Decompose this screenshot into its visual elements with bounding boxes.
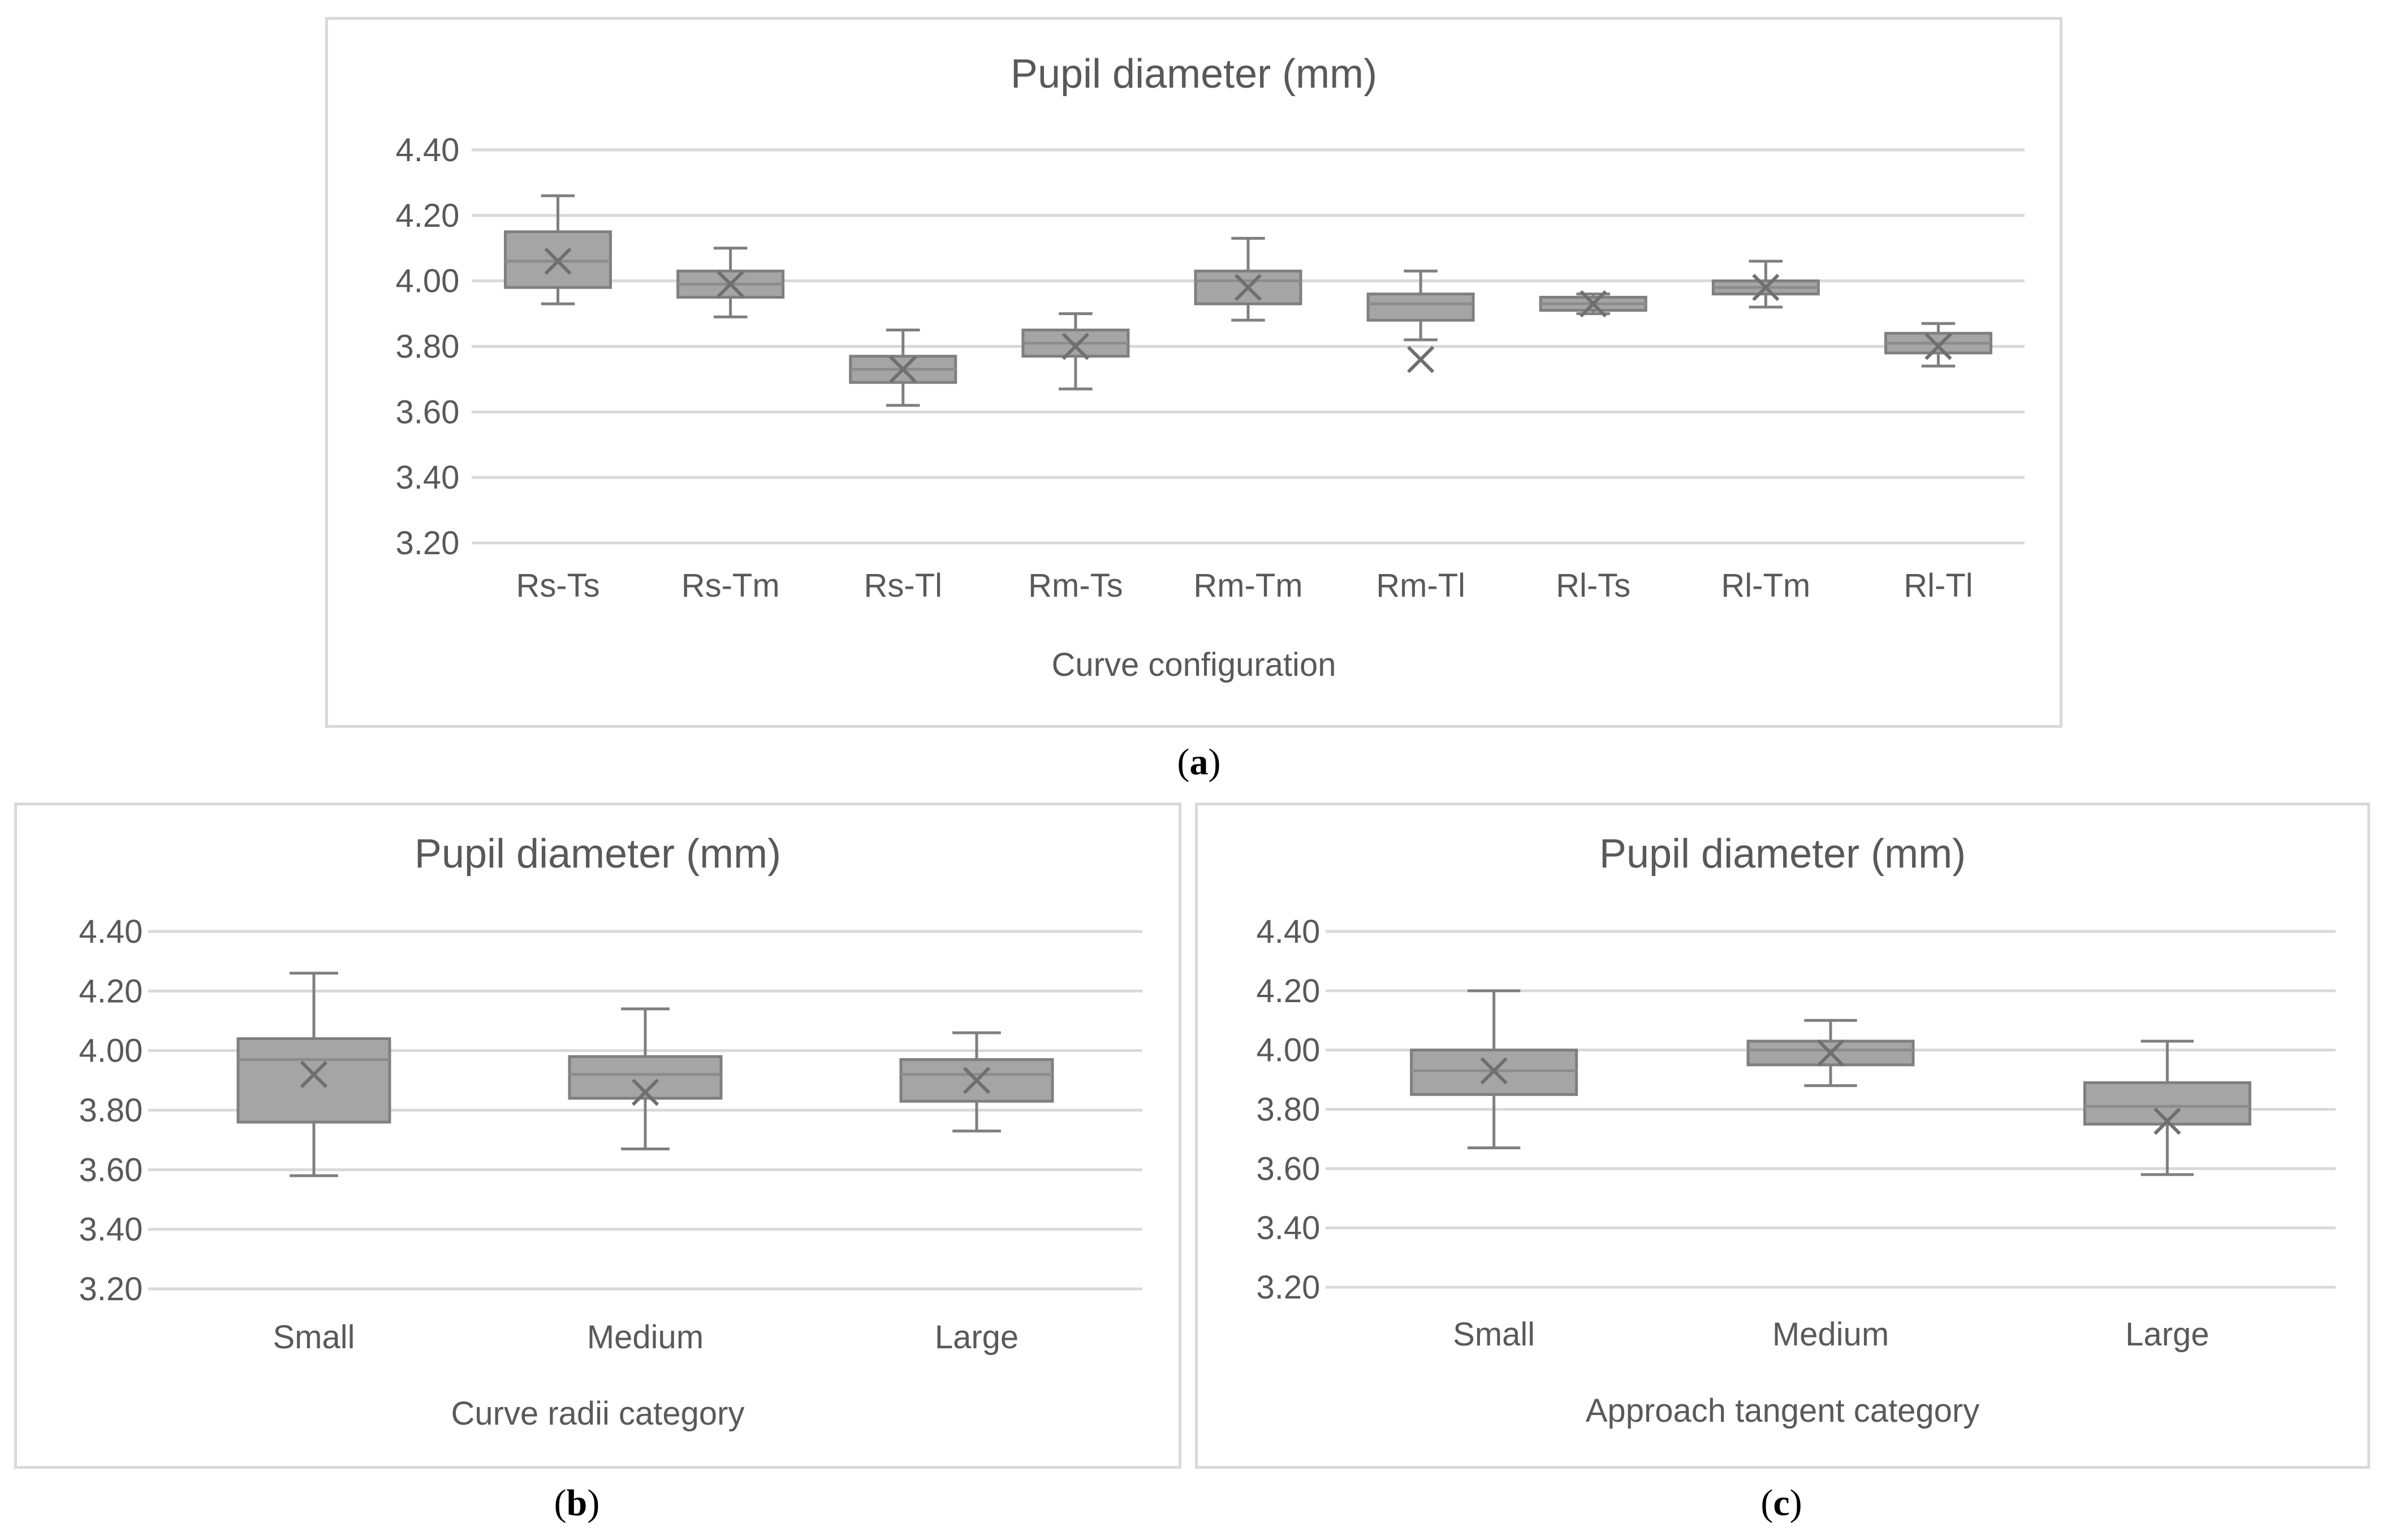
mean-marker xyxy=(963,1067,991,1094)
y-tick-label: 3.80 xyxy=(396,329,460,365)
chart-title: Pupil diameter (mm) xyxy=(415,831,781,877)
x-axis-label: Curve configuration xyxy=(1052,646,1336,683)
y-tick-label: 4.20 xyxy=(79,973,143,1010)
mean-marker xyxy=(1580,290,1607,318)
y-tick-label: 3.60 xyxy=(79,1151,143,1188)
box-plot-b: Pupil diameter (mm) 4.40 4.20 4.00 3.80 3.60 3… xyxy=(79,831,1142,1432)
caption-c: (c) xyxy=(1760,1482,1802,1524)
x-tick-label: Large xyxy=(2125,1316,2209,1353)
y-tick-label: 4.20 xyxy=(396,197,460,234)
box-iqr xyxy=(236,1037,391,1124)
caption-a: (a) xyxy=(1177,741,1221,783)
mean-marker xyxy=(1924,333,1952,360)
x-tick-label: Rs-Ts xyxy=(516,567,599,604)
box-Rm-Ts xyxy=(1021,312,1130,391)
box-plot-a: Pupil diameter (mm) 4.40 4.20 4.00 3.80 3.60 3… xyxy=(396,51,2025,683)
y-tick-label: 4.20 xyxy=(1257,973,1321,1010)
y-tick-label: 3.60 xyxy=(396,394,460,430)
mean-marker xyxy=(2154,1107,2181,1135)
y-tick-label: 3.40 xyxy=(396,459,460,496)
x-tick-label: Rl-Tl xyxy=(1904,567,1973,604)
box-Large xyxy=(899,1031,1054,1133)
mean-marker xyxy=(1406,346,1435,373)
x-tick-label: Rs-Tl xyxy=(864,567,943,604)
chart-title: Pupil diameter (mm) xyxy=(1599,831,1966,877)
y-tick-label: 3.80 xyxy=(1257,1092,1321,1128)
box-Rm-Tl xyxy=(1366,269,1475,373)
x-tick-label: Rs-Tm xyxy=(681,567,780,604)
x-tick-label: Rm-Tl xyxy=(1376,567,1465,604)
mean-marker xyxy=(1234,274,1262,301)
box-Rm-Tm xyxy=(1194,236,1302,322)
mean-marker xyxy=(889,355,917,383)
mean-marker xyxy=(1061,333,1090,360)
box-Rs-Tm xyxy=(676,247,785,318)
box-Small xyxy=(1410,989,1578,1150)
y-tick-label: 3.20 xyxy=(79,1271,143,1308)
x-tick-label: Small xyxy=(273,1319,355,1356)
y-tick-label: 4.40 xyxy=(396,132,460,169)
y-tick-label: 4.40 xyxy=(79,913,143,950)
y-tick-label: 3.20 xyxy=(396,525,460,562)
x-tick-label: Large xyxy=(935,1319,1019,1356)
mean-marker xyxy=(631,1079,659,1106)
x-tick-label: Rl-Ts xyxy=(1556,567,1630,604)
mean-marker xyxy=(1752,274,1780,301)
chart-panel-c: Pupil diameter (mm) 4.40 4.20 4.00 3.80 3.60 3… xyxy=(1195,803,2370,1469)
box-Rl-Tl xyxy=(1884,322,1992,368)
chart-panel-a: Pupil diameter (mm) 4.40 4.20 4.00 3.80 3.60 3… xyxy=(325,17,2062,728)
chart-title: Pupil diameter (mm) xyxy=(1011,51,1377,97)
y-tick-label: 4.40 xyxy=(1257,913,1321,950)
box-Large xyxy=(2083,1039,2251,1176)
x-axis-label: Curve radii category xyxy=(451,1395,745,1432)
box-plot-c: Pupil diameter (mm) 4.40 4.20 4.00 3.80 3.60 3… xyxy=(1257,831,2336,1429)
x-tick-label: Small xyxy=(1453,1316,1535,1353)
box-Medium xyxy=(568,1007,723,1150)
y-tick-label: 4.00 xyxy=(396,263,460,300)
x-tick-label: Rm-Tm xyxy=(1193,567,1302,604)
y-tick-label: 3.40 xyxy=(79,1211,143,1248)
x-tick-label: Medium xyxy=(587,1319,704,1356)
y-tick-label: 4.00 xyxy=(79,1033,143,1069)
chart-panel-b: Pupil diameter (mm) 4.40 4.20 4.00 3.80 3.60 3… xyxy=(14,803,1181,1469)
y-tick-label: 3.80 xyxy=(79,1092,143,1129)
x-tick-label: Rl-Tm xyxy=(1721,567,1810,604)
caption-b: (b) xyxy=(554,1482,600,1524)
box-Small xyxy=(236,972,391,1177)
box-iqr xyxy=(2083,1081,2251,1126)
box-Rl-Ts xyxy=(1539,290,1647,318)
box-Medium xyxy=(1746,1019,1915,1088)
y-tick-label: 4.00 xyxy=(1257,1032,1321,1069)
box-iqr xyxy=(1366,292,1475,322)
y-tick-label: 3.60 xyxy=(1257,1150,1321,1187)
box-Rs-Ts xyxy=(504,194,612,305)
mean-marker xyxy=(717,270,744,298)
box-Rl-Tm xyxy=(1711,260,1820,309)
x-axis-label: Approach tangent category xyxy=(1586,1392,1979,1429)
x-tick-label: Rm-Ts xyxy=(1028,567,1123,604)
mean-marker xyxy=(1480,1057,1508,1085)
box-Rs-Tl xyxy=(849,329,957,407)
mean-marker xyxy=(544,247,572,275)
mean-marker xyxy=(1816,1039,1845,1067)
x-tick-label: Medium xyxy=(1772,1316,1889,1353)
mean-marker xyxy=(300,1060,328,1088)
y-tick-label: 3.20 xyxy=(1257,1269,1321,1306)
box-iqr xyxy=(1194,269,1302,305)
y-tick-label: 3.40 xyxy=(1257,1210,1321,1246)
